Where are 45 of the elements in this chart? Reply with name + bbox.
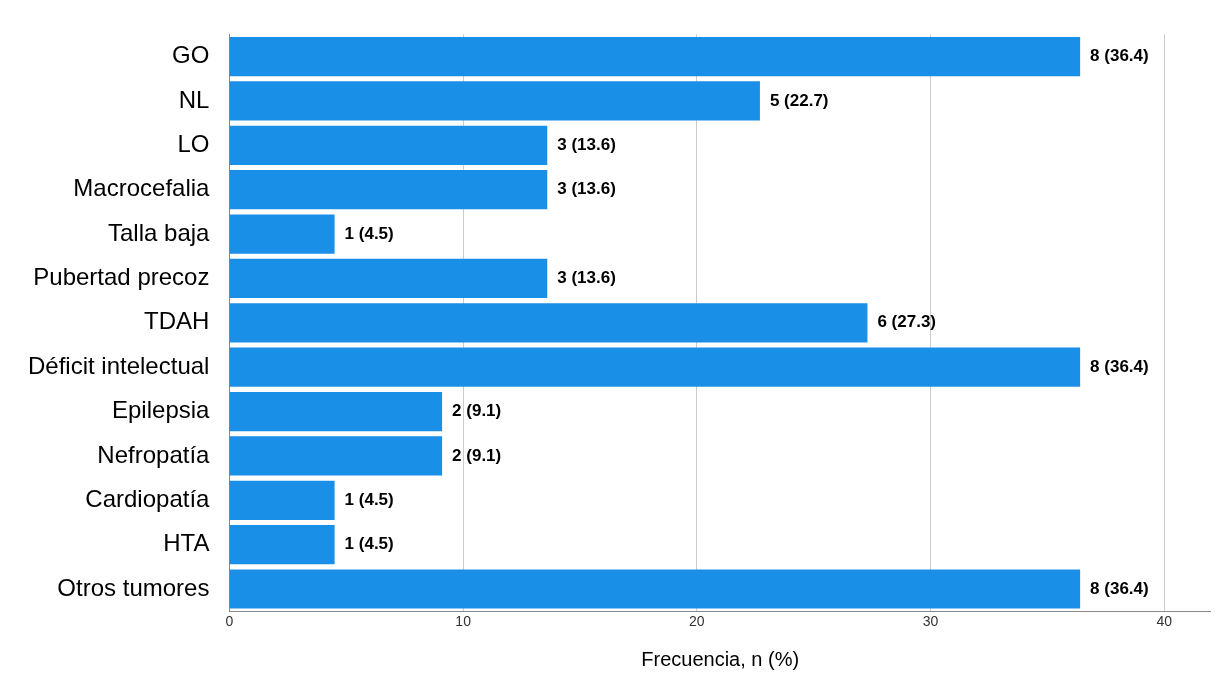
y-tick-label: LO — [177, 129, 210, 157]
data-label: 1 (4.5) — [344, 534, 394, 554]
y-tick-label: Epilepsia — [112, 396, 211, 424]
x-tick-label: 40 — [1156, 613, 1173, 630]
data-label: 8 (36.4) — [1090, 46, 1149, 66]
data-label: 3 (13.6) — [557, 268, 616, 288]
x-tick-label: 30 — [922, 613, 939, 630]
data-label: 1 (4.5) — [344, 223, 394, 243]
x-tick-label: 20 — [689, 613, 705, 630]
bar — [229, 36, 1081, 77]
bar — [229, 525, 335, 565]
y-tick-label: Otros tumores — [57, 573, 210, 601]
bar — [229, 391, 443, 432]
bar — [229, 480, 335, 520]
data-label: 2 (9.1) — [452, 445, 502, 465]
data-label: 2 (9.1) — [452, 401, 502, 421]
y-tick-label: NL — [178, 85, 210, 113]
y-tick-label: Cardiopatía — [85, 484, 211, 512]
data-label: 8 (36.4) — [1090, 356, 1149, 376]
bar — [229, 170, 548, 210]
y-tick-label: GO — [172, 41, 210, 69]
y-tick-label: Nefropatía — [97, 440, 211, 468]
data-label: 6 (27.3) — [877, 312, 937, 332]
bar — [229, 569, 1081, 609]
y-tick-label: Pubertad precoz — [33, 263, 210, 291]
data-label: 5 (22.7) — [769, 90, 829, 110]
data-label: 3 (13.6) — [557, 179, 616, 199]
y-tick-label: HTA — [163, 529, 210, 557]
data-label: 8 (36.4) — [1090, 578, 1149, 598]
bar — [229, 214, 335, 254]
x-axis-title: Frecuencia, n (%) — [641, 647, 800, 670]
bar — [229, 347, 1081, 387]
bar — [229, 81, 760, 121]
x-tick-label: 10 — [455, 613, 472, 630]
y-tick-label: Talla baja — [108, 218, 211, 246]
bar — [229, 258, 548, 299]
data-label: 3 (13.6) — [557, 135, 616, 155]
y-tick-label: Macrocefalia — [73, 174, 211, 202]
bar — [229, 125, 548, 165]
bar — [229, 436, 443, 476]
y-tick-label: Déficit intelectual — [28, 351, 210, 379]
y-tick-label: TDAH — [144, 307, 210, 335]
data-label: 1 (4.5) — [344, 489, 394, 509]
bar — [229, 303, 868, 343]
x-tick-label: 0 — [225, 613, 234, 630]
